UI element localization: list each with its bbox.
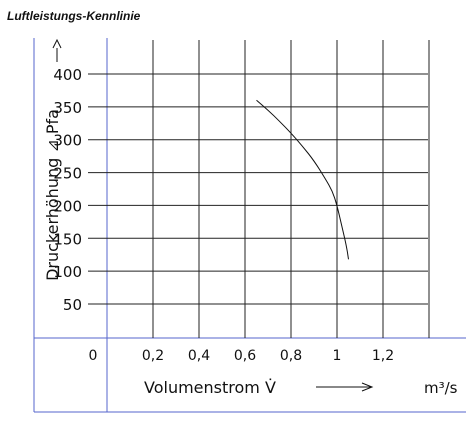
- y-tick-label: 200: [53, 197, 82, 215]
- y-tick-label: 250: [53, 165, 82, 183]
- axis-labels: Druckerhöhung ⊿ Pfa Volumenstrom V̇ m³/s: [43, 38, 458, 397]
- x-unit-label: m³/s: [424, 379, 458, 397]
- chart-frame: [33, 38, 466, 413]
- y-tick-label: 100: [53, 263, 82, 281]
- y-tick-label: 50: [63, 296, 82, 314]
- x-tick-label: 0,4: [188, 348, 210, 364]
- x-tick-label: 0,8: [280, 348, 302, 364]
- tick-labels: 400 350 300 250 200 150 100 50 0 0,2 0,4 0,6 0,8 1 1,2: [53, 66, 394, 364]
- x-tick-label: 1,2: [372, 348, 394, 364]
- chart-title: Luftleistungs-Kennlinie: [7, 9, 141, 23]
- y-axis-label: Druckerhöhung ⊿ Pfa: [43, 109, 62, 281]
- series-line: [256, 99, 349, 260]
- y-tick-label: 400: [53, 66, 82, 84]
- chart-grid: [88, 40, 430, 338]
- y-tick-label: 300: [53, 132, 82, 150]
- y-arrow-head: [52, 38, 62, 49]
- y-tick-label: 350: [53, 99, 82, 117]
- x-tick-label: 0,6: [234, 348, 256, 364]
- y-tick-label: 150: [53, 230, 82, 248]
- series-layer: [256, 99, 349, 260]
- x-tick-label: 1: [333, 348, 342, 364]
- x-axis-label: Volumenstrom V̇: [144, 378, 276, 397]
- x-arrow-head: [361, 382, 374, 392]
- x-tick-label: 0: [89, 348, 98, 364]
- x-tick-label: 0,2: [142, 348, 164, 364]
